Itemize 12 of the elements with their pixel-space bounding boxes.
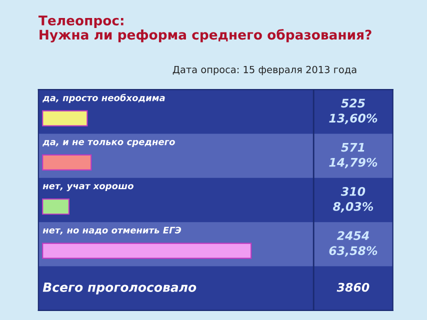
y-tick-label: нет, но надо отменить ЕГЭ	[42, 226, 182, 235]
data-label: 571 14,79%	[329, 142, 378, 168]
text: Всего проголосовало	[42, 282, 196, 294]
y-tick-label: да, просто необходима	[42, 94, 165, 103]
y-tick-label: нет, учат хорошо	[42, 184, 134, 192]
chart-subtitle: Дата опроса: 15 февраля 2013 года	[172, 66, 356, 76]
text: 3860	[336, 282, 370, 292]
chart-title: Телеопрос: Нужна ли реформа среднего образования?	[38, 16, 372, 42]
data-label: 2454 63,58%	[329, 231, 378, 257]
data-label: 525 13,60%	[329, 98, 378, 124]
y-tick-label: да, и не только среднего	[42, 140, 175, 147]
data-label: 310 8,03%	[333, 186, 374, 212]
